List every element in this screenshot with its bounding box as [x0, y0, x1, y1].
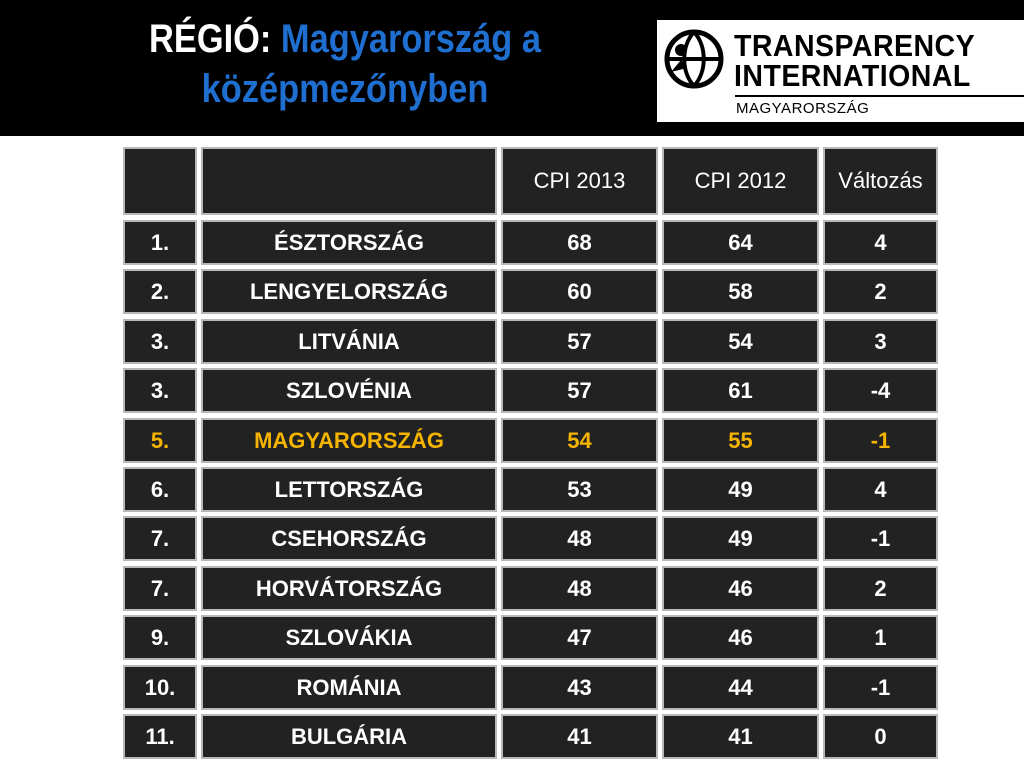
cell-change-row-8: 2 — [823, 566, 938, 611]
cell-cpi-2012-row-5: 55 — [662, 418, 819, 463]
cell-cpi-2013-row-5: 54 — [501, 418, 658, 463]
header-cell-3: CPI 2013 — [501, 147, 658, 215]
globe-logo-icon — [664, 29, 724, 89]
cell-change-row-4: -4 — [823, 368, 938, 413]
cell-country-row-1: ÉSZTORSZÁG — [201, 220, 497, 265]
cell-country-row-6: LETTORSZÁG — [201, 467, 497, 512]
logo-line3: MAGYARORSZÁG — [736, 100, 870, 117]
cell-change-row-5: -1 — [823, 418, 938, 463]
cell-cpi-2013-row-1: 68 — [501, 220, 658, 265]
cell-cpi-2012-row-2: 58 — [662, 269, 819, 314]
cell-cpi-2013-row-3: 57 — [501, 319, 658, 364]
cell-cpi-2012-row-6: 49 — [662, 467, 819, 512]
cell-cpi-2013-row-8: 48 — [501, 566, 658, 611]
cell-cpi-2012-row-11: 41 — [662, 714, 819, 759]
cell-rank-row-6: 6. — [123, 467, 197, 512]
cell-rank-row-8: 7. — [123, 566, 197, 611]
cell-cpi-2013-row-10: 43 — [501, 665, 658, 710]
cell-rank-row-1: 1. — [123, 220, 197, 265]
cell-cpi-2013-row-2: 60 — [501, 269, 658, 314]
cell-cpi-2013-row-9: 47 — [501, 615, 658, 660]
cell-cpi-2013-row-6: 53 — [501, 467, 658, 512]
cell-rank-row-5: 5. — [123, 418, 197, 463]
header-cell-2 — [201, 147, 497, 215]
cell-rank-row-10: 10. — [123, 665, 197, 710]
cell-change-row-10: -1 — [823, 665, 938, 710]
title-prefix: RÉGIÓ: — [149, 17, 272, 61]
header-cell-5: Változás — [823, 147, 938, 215]
cell-cpi-2013-row-11: 41 — [501, 714, 658, 759]
cell-country-row-8: HORVÁTORSZÁG — [201, 566, 497, 611]
cell-change-row-2: 2 — [823, 269, 938, 314]
cell-rank-row-11: 11. — [123, 714, 197, 759]
logo-line1: TRANSPARENCY — [734, 28, 976, 63]
title-text: Magyarország a középmezőnyben — [201, 17, 541, 111]
header-cell-1 — [123, 147, 197, 215]
cell-country-row-5: MAGYARORSZÁG — [201, 418, 497, 463]
cell-change-row-6: 4 — [823, 467, 938, 512]
cell-rank-row-3: 3. — [123, 319, 197, 364]
cell-country-row-10: ROMÁNIA — [201, 665, 497, 710]
cell-change-row-1: 4 — [823, 220, 938, 265]
cell-cpi-2013-row-4: 57 — [501, 368, 658, 413]
logo-divider — [735, 95, 1024, 97]
cell-cpi-2012-row-3: 54 — [662, 319, 819, 364]
cell-cpi-2012-row-4: 61 — [662, 368, 819, 413]
cell-country-row-4: SZLOVÉNIA — [201, 368, 497, 413]
cell-country-row-9: SZLOVÁKIA — [201, 615, 497, 660]
page-title: RÉGIÓ: Magyarország a középmezőnyben — [117, 14, 573, 114]
cell-rank-row-2: 2. — [123, 269, 197, 314]
cell-change-row-7: -1 — [823, 516, 938, 561]
cell-country-row-11: BULGÁRIA — [201, 714, 497, 759]
header-cell-4: CPI 2012 — [662, 147, 819, 215]
cell-cpi-2012-row-7: 49 — [662, 516, 819, 561]
cell-rank-row-7: 7. — [123, 516, 197, 561]
header-bar: RÉGIÓ: Magyarország a középmezőnyben TRA… — [0, 0, 1024, 136]
cell-change-row-3: 3 — [823, 319, 938, 364]
cell-country-row-3: LITVÁNIA — [201, 319, 497, 364]
cell-country-row-2: LENGYELORSZÁG — [201, 269, 497, 314]
cell-cpi-2012-row-9: 46 — [662, 615, 819, 660]
cell-cpi-2012-row-10: 44 — [662, 665, 819, 710]
cell-change-row-11: 0 — [823, 714, 938, 759]
cell-rank-row-9: 9. — [123, 615, 197, 660]
cell-rank-row-4: 3. — [123, 368, 197, 413]
cell-cpi-2012-row-8: 46 — [662, 566, 819, 611]
cell-cpi-2013-row-7: 48 — [501, 516, 658, 561]
cell-cpi-2012-row-1: 64 — [662, 220, 819, 265]
cell-change-row-9: 1 — [823, 615, 938, 660]
logo-line2: INTERNATIONAL — [734, 58, 971, 93]
transparency-international-logo: TRANSPARENCY INTERNATIONAL MAGYARORSZÁG — [657, 20, 1024, 122]
cell-country-row-7: CSEHORSZÁG — [201, 516, 497, 561]
